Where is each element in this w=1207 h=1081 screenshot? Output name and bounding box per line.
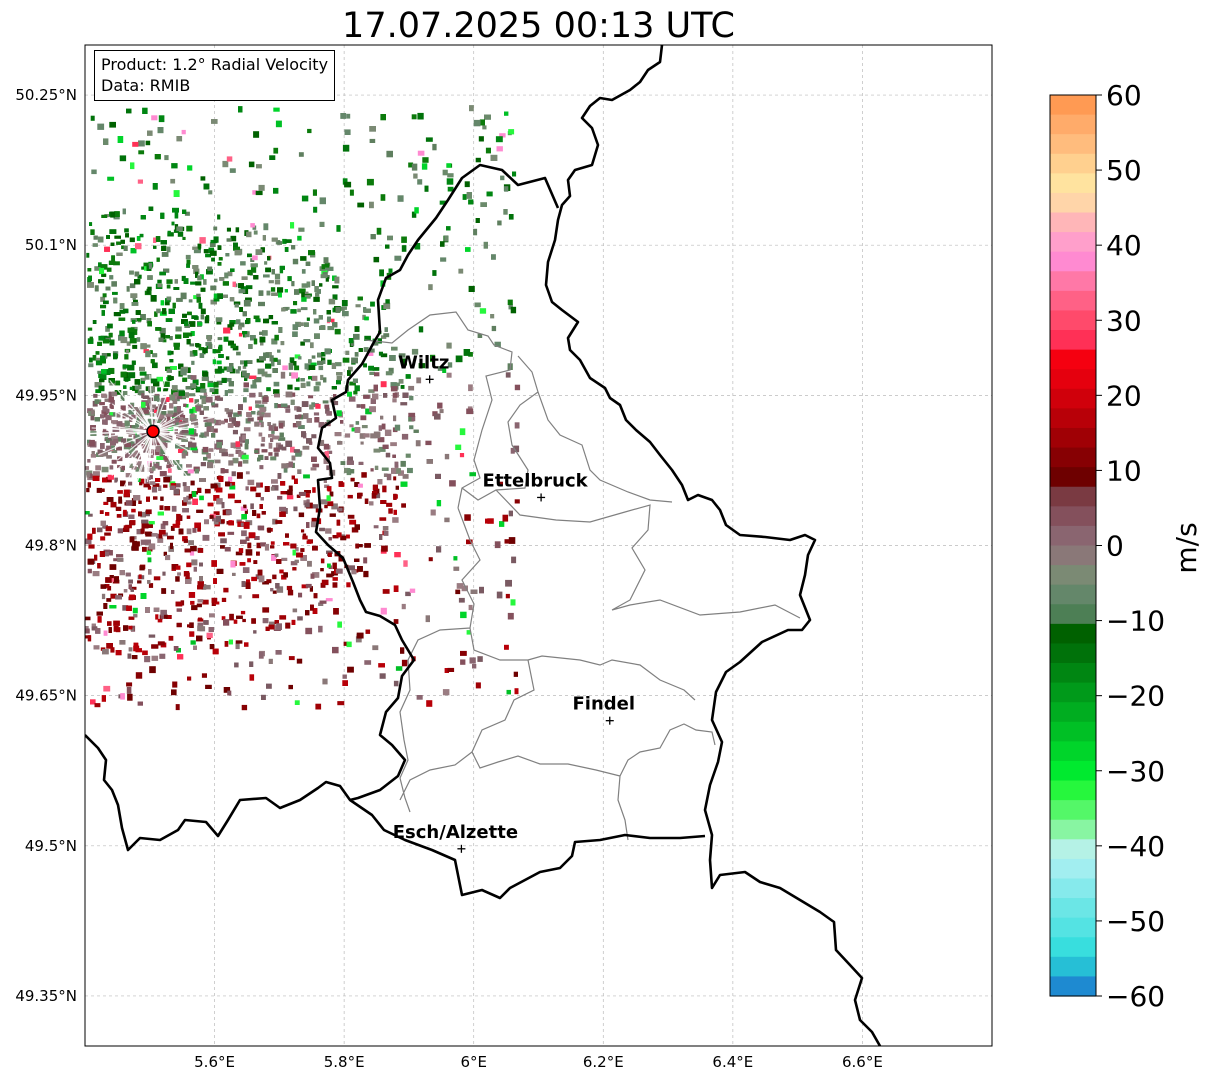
longitude-labels: 5.6°E 5.8°E 6°E 6.2°E 6.4°E 6.6°E <box>194 1053 883 1071</box>
latitude-labels: 50.25°N 50.1°N 49.95°N 49.8°N 49.65°N 49.5°N 4… <box>15 86 77 1005</box>
city-marker: Findel <box>572 694 635 725</box>
colorbar-swatch <box>1050 643 1096 664</box>
colorbar-swatch <box>1050 545 1096 566</box>
colorbar-swatch <box>1050 721 1096 742</box>
colorbar-swatch <box>1050 310 1096 331</box>
lon-tick-label: 5.8°E <box>324 1053 365 1071</box>
colorbar-swatch <box>1050 232 1096 253</box>
map-frame <box>84 44 993 1047</box>
product-info-box: Product: 1.2° Radial Velocity Data: RMIB <box>94 50 336 101</box>
colorbar-tick-label: 50 <box>1106 154 1142 187</box>
colorbar-swatch <box>1050 330 1096 351</box>
colorbar-tick-label: 20 <box>1106 379 1142 412</box>
colorbar-swatch <box>1050 388 1096 409</box>
colorbar-swatch <box>1050 95 1096 116</box>
colorbar-swatch <box>1050 525 1096 547</box>
colorbar-swatch <box>1050 565 1096 586</box>
colorbar-swatch <box>1050 251 1096 272</box>
colorbar-swatch <box>1050 780 1096 801</box>
colorbar-swatch <box>1050 800 1096 821</box>
radar-site-marker[interactable] <box>146 424 160 439</box>
map-title: 17.07.2025 00:13 UTC <box>342 6 735 46</box>
colorbar-swatch <box>1050 584 1096 605</box>
colorbar-swatch <box>1050 839 1096 860</box>
colorbar-swatch <box>1050 369 1096 390</box>
colorbar-swatch <box>1050 898 1096 919</box>
colorbar-swatch <box>1050 917 1096 938</box>
colorbar-tick-label: −60 <box>1106 980 1165 1013</box>
colorbar-tick-label: 40 <box>1106 229 1142 262</box>
colorbar-swatch <box>1050 858 1096 880</box>
colorbar-swatch <box>1050 114 1096 135</box>
lon-tick-label: 6°E <box>460 1053 487 1071</box>
colorbar-swatch <box>1050 271 1096 292</box>
product-line: Product: 1.2° Radial Velocity <box>101 55 329 74</box>
colorbar-swatch <box>1050 486 1096 507</box>
lat-tick-label: 49.95°N <box>15 386 77 404</box>
city-marker: Ettelbruck <box>483 470 589 502</box>
colorbar-swatch <box>1050 663 1096 684</box>
colorbar-swatch <box>1050 702 1096 723</box>
colorbar-swatch <box>1050 976 1096 997</box>
colorbar-swatch <box>1050 212 1096 233</box>
colorbar-tick-label: 10 <box>1106 454 1142 487</box>
lon-tick-label: 6.4°E <box>712 1053 753 1071</box>
colorbar-tick-label: 30 <box>1106 304 1142 337</box>
lon-tick-label: 6.6°E <box>842 1053 883 1071</box>
city-marker: Esch/Alzette <box>393 822 518 853</box>
colorbar-swatch <box>1050 290 1096 312</box>
colorbar-tick-label: −40 <box>1106 830 1165 863</box>
colorbar-swatch <box>1050 153 1096 174</box>
colorbar-tick-label: 0 <box>1106 530 1124 563</box>
lat-tick-label: 49.35°N <box>15 987 77 1005</box>
city-label: Findel <box>572 694 635 715</box>
colorbar-swatch <box>1050 741 1096 762</box>
city-label: Wiltz <box>398 352 449 373</box>
lat-tick-label: 49.5°N <box>25 837 77 855</box>
colorbar-unit-label: m/s <box>1170 522 1203 573</box>
colorbar-swatch <box>1050 760 1096 782</box>
colorbar-swatch <box>1050 447 1096 468</box>
canton-borders <box>364 311 801 841</box>
colorbar-swatch <box>1050 604 1096 625</box>
colorbar-swatch <box>1050 192 1096 214</box>
colorbar-tick-label: −10 <box>1106 605 1165 638</box>
colorbar-swatch <box>1050 819 1096 840</box>
city-markers: Wiltz Ettelbruck Findel Esch/Alzette <box>393 352 635 853</box>
velocity-colorbar: 60 50 40 30 20 10 0 −10 −20 −30 −40 −50 −60 <box>1049 79 1165 1013</box>
colorbar-swatch <box>1050 937 1096 958</box>
city-label: Ettelbruck <box>483 470 589 491</box>
colorbar-swatch <box>1050 682 1096 703</box>
city-label: Esch/Alzette <box>393 822 518 843</box>
colorbar-swatch <box>1050 134 1096 155</box>
colorbar-swatch <box>1050 878 1096 899</box>
colorbar-swatch <box>1050 956 1096 978</box>
lat-tick-label: 50.1°N <box>25 236 77 254</box>
colorbar-swatch <box>1050 623 1096 645</box>
city-marker: Wiltz <box>398 352 449 384</box>
lon-tick-label: 5.6°E <box>194 1053 235 1071</box>
colorbar-tick-label: −20 <box>1106 680 1165 713</box>
colorbar-swatch <box>1050 467 1096 488</box>
colorbar-tick-label: −30 <box>1106 755 1165 788</box>
colorbar-swatch <box>1050 173 1096 194</box>
data-source-line: Data: RMIB <box>101 76 191 95</box>
country-borders <box>85 45 882 1046</box>
colorbar-swatch <box>1050 408 1096 429</box>
colorbar-tick-label: −50 <box>1106 905 1165 938</box>
colorbar-swatch <box>1050 427 1096 449</box>
lon-tick-label: 6.2°E <box>583 1053 624 1071</box>
colorbar-swatch <box>1050 506 1096 527</box>
lat-tick-label: 49.65°N <box>15 687 77 705</box>
colorbar-swatch <box>1050 349 1096 370</box>
lat-tick-label: 50.25°N <box>15 86 77 104</box>
colorbar-tick-label: 60 <box>1106 79 1142 112</box>
lat-tick-label: 49.8°N <box>25 537 77 555</box>
